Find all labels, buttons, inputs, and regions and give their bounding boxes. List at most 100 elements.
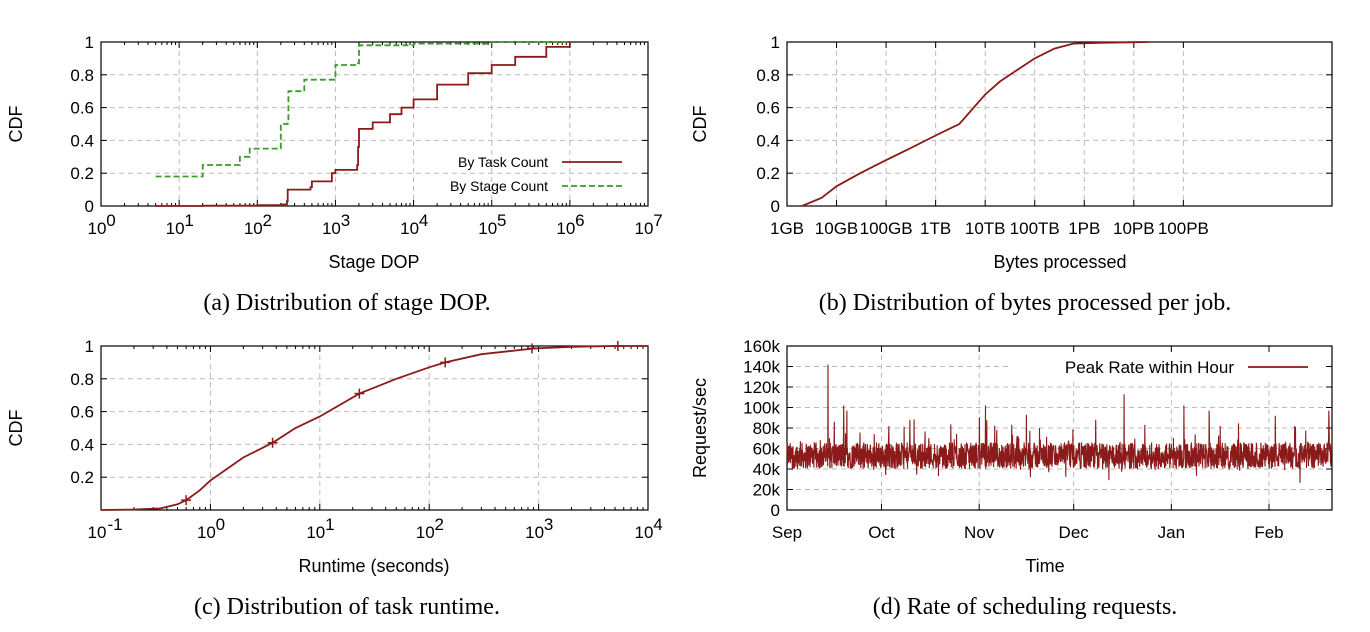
- y-tick-label: 0.6: [756, 99, 780, 118]
- y-tick-label: 0.6: [70, 403, 94, 422]
- x-tick-label: 10 2: [416, 515, 444, 542]
- data-point-marker: [440, 357, 451, 368]
- x-tick-label: 10 3: [525, 515, 553, 542]
- x-tick-base: 10: [478, 219, 497, 238]
- x-tick-base: 10: [244, 219, 263, 238]
- x-tick-label: 10 2: [244, 211, 272, 238]
- x-tick-label: 10PB: [1113, 219, 1155, 238]
- legend: Peak Rate within Hour: [1010, 353, 1325, 381]
- data-point-marker: [354, 388, 365, 399]
- x-tick-exp: 4: [419, 211, 428, 230]
- x-tick-base: 10: [635, 523, 654, 542]
- y-tick-label: 160k: [743, 337, 780, 356]
- x-tick-base: 10: [88, 523, 107, 542]
- chart-panel-c: 10 -1 10 0 10 1 10 2 10 3 10 40.20.40.60.81Runtime …: [6, 337, 663, 620]
- legend: By Task Count By Stage Count: [450, 154, 622, 194]
- x-tick-exp: 1: [184, 211, 193, 230]
- series-line-by-stage-count: [155, 41, 570, 178]
- y-tick-label: 0.8: [756, 66, 780, 85]
- x-tick-exp: 6: [575, 211, 584, 230]
- series-line-by-task-count: [155, 42, 571, 207]
- x-tick-label: 10 4: [400, 211, 428, 238]
- x-tick-label: 1TB: [920, 219, 951, 238]
- y-axis-label: CDF: [6, 106, 26, 143]
- y-tick-label: 0: [85, 197, 94, 216]
- x-tick-exp: 2: [434, 515, 443, 534]
- series-line: [801, 41, 1149, 207]
- x-tick-label: 10 0: [197, 515, 225, 542]
- y-axis-label: CDF: [690, 106, 710, 143]
- x-tick-label: 10TB: [965, 219, 1006, 238]
- x-tick-label: 100PB: [1158, 219, 1209, 238]
- y-tick-label: 0.2: [70, 164, 94, 183]
- plot-frame: [786, 345, 1333, 511]
- x-tick-exp: 5: [497, 211, 506, 230]
- panel-caption: (b) Distribution of bytes processed per …: [819, 290, 1232, 316]
- x-tick-label: 100GB: [860, 219, 913, 238]
- data-point-marker: [526, 343, 537, 354]
- y-tick-label: 0.4: [70, 435, 94, 454]
- panel-caption: (d) Rate of scheduling requests.: [873, 594, 1178, 620]
- plot-frame: [786, 41, 1333, 207]
- x-tick-label: Dec: [1059, 523, 1090, 542]
- y-tick-label: 1: [85, 33, 94, 52]
- x-tick-base: 10: [400, 219, 419, 238]
- y-tick-label: 20k: [753, 481, 781, 500]
- y-axis-label: Request/sec: [690, 378, 710, 478]
- x-tick-base: 10: [556, 219, 575, 238]
- legend-label: By Stage Count: [450, 178, 548, 194]
- y-tick-label: 60k: [753, 440, 781, 459]
- x-tick-exp: 0: [216, 515, 225, 534]
- y-tick-label: 1: [771, 33, 780, 52]
- x-tick-label: 10 6: [556, 211, 584, 238]
- x-tick-label: 10 5: [478, 211, 506, 238]
- legend-label: Peak Rate within Hour: [1065, 358, 1234, 377]
- x-tick-label: 10 7: [635, 211, 663, 238]
- y-tick-label: 0: [771, 501, 780, 520]
- plot-frame: [100, 41, 649, 207]
- series-line-0: [100, 345, 648, 511]
- y-tick-label: 0.2: [70, 468, 94, 487]
- x-tick-exp: -1: [107, 515, 122, 534]
- x-tick-label: Jan: [1158, 523, 1185, 542]
- data-point-marker: [181, 495, 192, 506]
- y-tick-label: 0.4: [756, 131, 780, 150]
- panel-caption: (a) Distribution of stage DOP.: [203, 290, 490, 316]
- x-tick-exp: 3: [544, 515, 553, 534]
- y-tick-label: 40k: [753, 460, 781, 479]
- x-tick-base: 10: [166, 219, 185, 238]
- x-tick-exp: 1: [325, 515, 334, 534]
- y-tick-label: 0.8: [70, 370, 94, 389]
- x-tick-label: Sep: [772, 523, 802, 542]
- x-axis-label: Bytes processed: [993, 252, 1126, 272]
- x-tick-base: 10: [197, 523, 216, 542]
- y-tick-label: 80k: [753, 419, 781, 438]
- y-tick-label: 1: [85, 337, 94, 356]
- x-tick-label: Oct: [868, 523, 895, 542]
- chart-panel-b: 1GB 10GB 100GB 1TB 10TB 100TB 1PB 10PB 100PB 0 0.2…: [690, 33, 1333, 316]
- x-tick-label: 10 -1: [88, 515, 123, 542]
- x-tick-base: 10: [525, 523, 544, 542]
- panel-caption: (c) Distribution of task runtime.: [194, 594, 500, 620]
- x-tick-label: 10 1: [166, 211, 194, 238]
- x-tick-label: 1PB: [1068, 219, 1100, 238]
- x-tick-exp: 7: [653, 211, 662, 230]
- x-axis-label: Stage DOP: [328, 252, 419, 272]
- x-tick-label: 10GB: [815, 219, 858, 238]
- plot-frame: [100, 345, 649, 511]
- x-tick-label: 10 0: [88, 211, 116, 238]
- x-tick-label: Feb: [1254, 523, 1283, 542]
- y-tick-label: 120k: [743, 378, 780, 397]
- chart-panel-a: 10 0 10 1 10 2 10 3 10 4 10 5 10 6 10 700.20.40.60.81By…: [6, 33, 663, 316]
- y-tick-label: 0.2: [756, 164, 780, 183]
- legend-label: By Task Count: [458, 154, 548, 170]
- series-line: [786, 364, 1333, 483]
- y-tick-label: 0.4: [70, 131, 94, 150]
- x-tick-label: 10 3: [322, 211, 350, 238]
- x-tick-exp: 2: [263, 211, 272, 230]
- x-tick-base: 10: [635, 219, 654, 238]
- x-axis-label: Time: [1025, 556, 1064, 576]
- y-tick-label: 0.6: [70, 99, 94, 118]
- x-tick-exp: 4: [653, 515, 662, 534]
